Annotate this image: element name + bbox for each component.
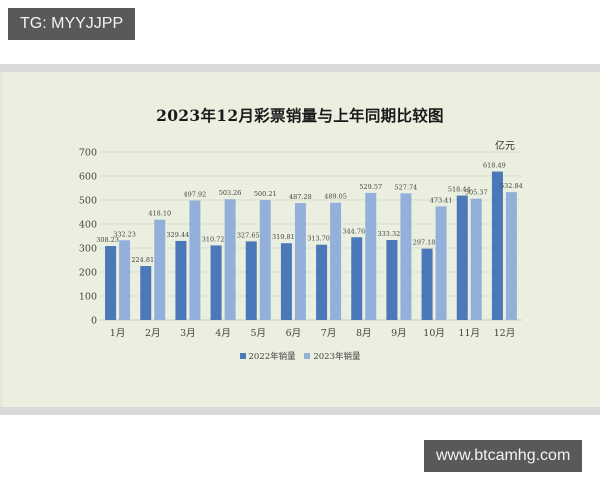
bar-2023 xyxy=(189,200,201,320)
bar-2022 xyxy=(386,240,398,320)
x-tick-label: 8月 xyxy=(356,328,372,339)
chart-legend: 2022年销量 2023年销量 xyxy=(0,350,600,362)
bar-2022 xyxy=(316,244,328,320)
legend-item-2022: 2022年销量 xyxy=(239,350,296,362)
top-divider-band xyxy=(0,64,600,72)
unit-label: 亿元 xyxy=(495,141,515,152)
data-label: 224.81 xyxy=(131,256,154,264)
bar-2023 xyxy=(435,206,447,320)
bar-2023 xyxy=(470,198,482,320)
data-label: 503.26 xyxy=(219,189,242,197)
data-label: 500.21 xyxy=(254,190,277,198)
data-label: 497.92 xyxy=(184,190,207,198)
bar-2023 xyxy=(259,199,271,320)
data-label: 329.44 xyxy=(167,231,190,239)
data-label: 327.65 xyxy=(237,231,260,239)
bar-2023 xyxy=(330,202,342,320)
watermark-tg: TG: MYYJJPP xyxy=(8,8,136,40)
bar-2022 xyxy=(456,195,468,320)
data-label: 310.72 xyxy=(202,235,225,243)
bar-2022 xyxy=(210,245,222,320)
data-label: 333.32 xyxy=(378,230,401,238)
data-label: 297.18 xyxy=(413,239,436,247)
bar-2022 xyxy=(351,237,363,320)
legend-label-2023: 2023年销量 xyxy=(313,352,361,362)
data-label: 529.57 xyxy=(359,183,382,191)
data-label: 332.23 xyxy=(113,230,136,238)
data-label: 618.49 xyxy=(483,162,506,170)
bottom-divider-band xyxy=(0,407,600,415)
x-tick-label: 6月 xyxy=(286,328,302,339)
legend-item-2023: 2023年销量 xyxy=(304,350,360,362)
x-tick-label: 1月 xyxy=(110,328,126,339)
x-tick-label: 11月 xyxy=(458,328,480,339)
x-tick-label: 5月 xyxy=(250,328,266,339)
y-tick-label: 400 xyxy=(79,220,97,231)
bar-2022 xyxy=(175,240,187,320)
y-tick-label: 700 xyxy=(79,148,97,159)
data-label: 518.44 xyxy=(448,186,471,194)
chart-title: 2023年12月彩票销量与上年同期比较图 xyxy=(156,106,444,125)
data-label: 487.28 xyxy=(289,193,312,201)
data-label: 308.23 xyxy=(96,236,119,244)
watermark-site: www.btcamhg.com xyxy=(424,440,583,472)
bar-2022 xyxy=(140,266,152,320)
x-tick-label: 12月 xyxy=(494,328,516,339)
data-label: 505.37 xyxy=(465,189,488,197)
x-tick-label: 2月 xyxy=(145,328,161,339)
data-label: 532.84 xyxy=(500,182,523,190)
y-tick-label: 0 xyxy=(91,316,97,327)
x-tick-label: 4月 xyxy=(215,328,231,339)
y-tick-label: 100 xyxy=(79,292,97,303)
x-tick-label: 9月 xyxy=(391,328,407,339)
data-label: 344.76 xyxy=(342,227,365,235)
bar-2023 xyxy=(119,240,131,320)
data-label: 527.74 xyxy=(395,183,418,191)
bar-2023 xyxy=(400,193,412,320)
legend-swatch-2023 xyxy=(304,353,311,359)
data-label: 418.10 xyxy=(148,210,171,218)
bar-2023 xyxy=(154,219,166,320)
x-tick-label: 3月 xyxy=(180,328,196,339)
bar-2022 xyxy=(280,243,292,320)
data-label: 489.05 xyxy=(324,193,347,201)
bar-2023 xyxy=(365,192,377,320)
bar-2022 xyxy=(245,241,257,320)
y-tick-label: 300 xyxy=(79,244,97,255)
bar-2022 xyxy=(421,248,433,320)
bar-2022 xyxy=(105,246,117,320)
bar-2023 xyxy=(505,192,517,320)
data-label: 319.81 xyxy=(272,233,295,241)
legend-label-2022: 2022年销量 xyxy=(248,352,296,362)
y-tick-label: 200 xyxy=(79,268,97,279)
x-tick-label: 7月 xyxy=(321,328,337,339)
bar-2023 xyxy=(294,203,306,320)
y-tick-label: 500 xyxy=(79,196,97,207)
bar-2022 xyxy=(491,171,503,320)
x-tick-label: 10月 xyxy=(423,328,445,339)
bar-2023 xyxy=(224,199,236,320)
data-label: 473.41 xyxy=(430,196,453,204)
y-tick-label: 600 xyxy=(79,172,97,183)
legend-swatch-2022 xyxy=(239,353,246,359)
data-label: 313.70 xyxy=(307,235,330,243)
